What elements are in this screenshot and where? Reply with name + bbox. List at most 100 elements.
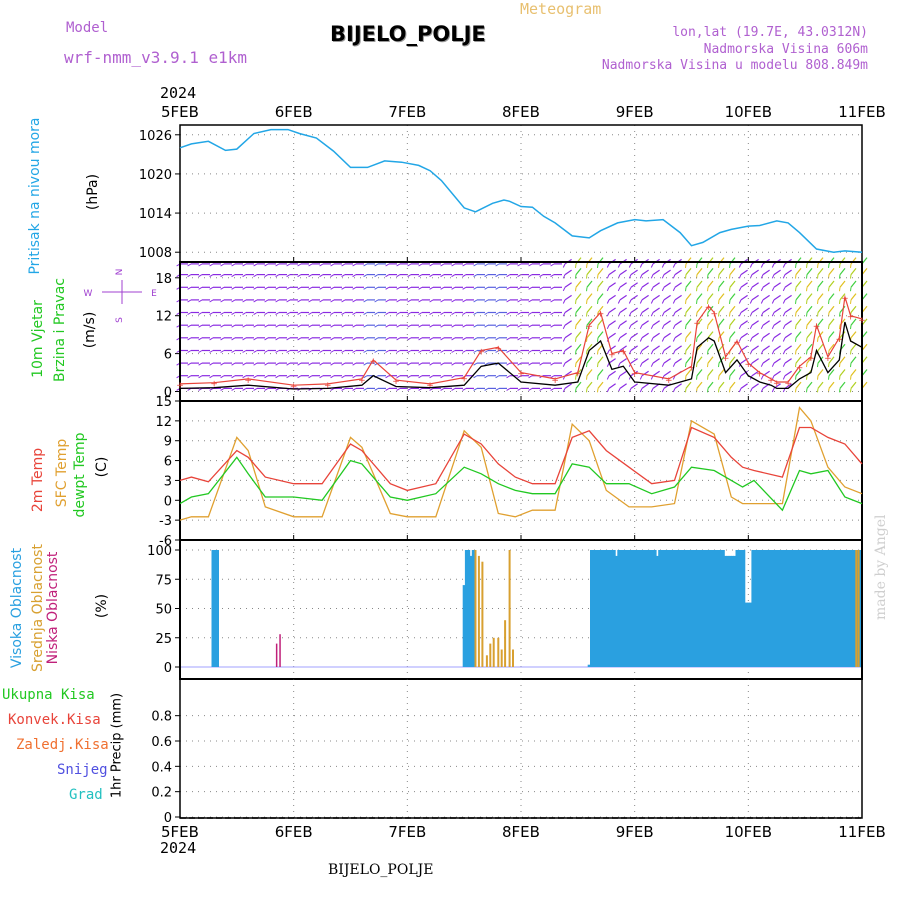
wind-arrow-head [817,337,819,342]
wind-arrow [696,356,703,364]
wind-arrow-head [396,312,401,316]
wind-arrow [784,358,792,364]
wind-arrow-head [473,324,478,328]
wind-arrow-head [462,387,467,391]
wind-arrow [729,293,736,301]
wind-arrow [828,268,835,275]
wind-arrow [685,343,692,351]
wind-arrow-head [187,263,192,267]
cloud-bar [594,550,598,667]
wind-arrow-head [506,375,511,379]
wind-arrow-head [495,263,500,267]
wind-arrow-head [308,312,313,316]
wind-arrow-head [440,387,445,391]
wind-arrow-head [231,299,236,303]
wind-arrow-head [707,350,709,355]
wind-arrow [575,369,582,377]
wind-arrow-head [440,350,445,353]
cloud-bar [590,550,593,667]
wind-arrow-head [363,337,368,341]
wind-arrow [751,307,759,313]
wind-arrow-head [597,363,599,368]
wind-arrow-head [187,337,192,341]
wind-arrow-head [597,274,599,279]
gust-marker: + [705,303,713,313]
wind-arrow-head [396,286,401,290]
wind-arrow [619,294,627,301]
wind-arrow [729,356,736,364]
gust-marker: + [585,322,593,332]
wind-arrow-head [429,312,434,316]
wind-arrow [850,305,857,313]
wind-arrow-head [396,299,401,303]
wind-arrow-head [429,375,434,379]
wind-arrow-head [286,362,291,366]
cloud-bar [840,550,843,667]
wind-arrow [828,331,835,339]
wind-arrow [586,280,593,288]
wind-arrow-head [661,324,665,330]
gust-marker: + [608,351,616,361]
cloud-bar [799,550,803,667]
wind-arrow [850,318,857,326]
wind-arrow-head [661,350,665,355]
cloud-bar [640,550,643,667]
gust-marker: + [290,382,298,392]
wind-arrow-head [209,375,214,379]
wind-arrow-head [385,337,390,341]
gust-marker: + [210,380,218,390]
wind-arrow-head [363,350,368,353]
wind-arrow-head [760,388,764,393]
wind-arrow-head [586,287,588,292]
wind-arrow-head [606,350,610,355]
wind-arrow-head [685,287,687,292]
wind-arrow [652,282,660,288]
x-tick-label-top: 6FEB [275,103,313,121]
wind-arrow-head [606,312,610,317]
wind-arrow-head [396,375,401,379]
wind-arrow [608,320,616,326]
cloud-bar [849,550,853,667]
wind-arrow-head [586,312,588,317]
cloud-bar [592,550,596,667]
wind-arrow [850,293,857,301]
wind-arrow-head [484,350,489,353]
gust-marker: + [324,381,332,391]
wind-arrow-head [352,350,357,353]
wind-arrow-head [782,337,786,342]
wind-arrow [564,307,572,313]
wind-arrow [751,358,759,364]
wind-arrow [652,294,660,301]
wind-arrow-head [517,387,522,391]
cloud-bar [778,550,782,667]
wind-arrow [762,345,770,351]
wind-arrow-head [661,388,665,393]
wind-arrow [696,293,703,301]
y-tick-label: 18 [155,272,172,287]
year-label-bottom: 2024 [160,839,197,857]
wind-arrow-head [850,299,852,304]
wind-arrow [586,369,593,377]
wind-arrow-head [209,299,214,303]
wind-arrow-head [718,263,720,268]
wind-arrow-head [718,363,720,368]
wind-arrow [839,268,846,275]
wind-arrow [685,331,692,339]
gust-marker: + [517,370,525,380]
wind-arrow [674,332,682,339]
wind-arrow [564,282,572,288]
wind-arrow-head [806,350,808,355]
wind-arrow [619,269,627,276]
wind-arrow-head [396,263,401,267]
y-tick-label: 1014 [139,207,172,222]
cloud-bar [665,550,668,667]
wind-arrow-head [374,350,379,353]
wind-arrow [663,370,671,377]
wind-arrow-head [297,324,302,328]
wind-arrow-head [385,299,390,303]
wind-arrow-head [672,350,676,355]
wind-arrow-head [429,387,434,391]
wind-arrow-head [628,324,632,330]
wind-arrow [784,332,792,339]
wind-arrow [740,269,748,276]
